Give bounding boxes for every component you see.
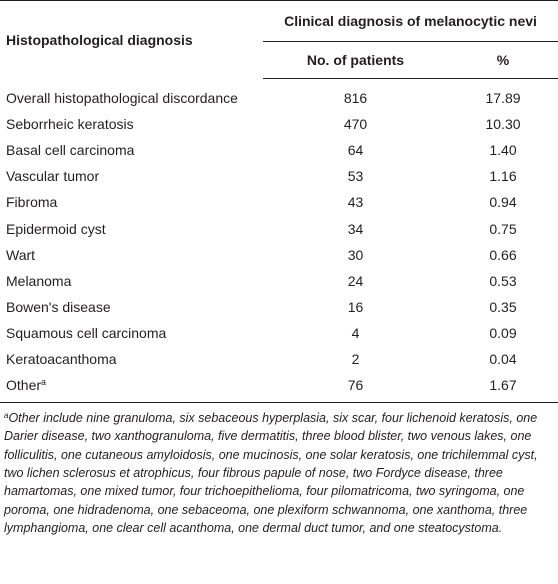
row-diagnosis-label: Squamous cell carcinoma [6, 324, 167, 341]
row-diagnosis-cell: Othera [0, 372, 263, 404]
row-percentage: 1.16 [489, 168, 517, 185]
table-row: Squamous cell carcinoma 4 0.09 [0, 320, 558, 346]
table-header: Histopathological diagnosis Clinical dia… [0, 0, 558, 79]
row-patient-count: 76 [263, 372, 448, 404]
row-percentage: 0.94 [489, 194, 517, 211]
row-diagnosis-label: Fibroma [6, 194, 58, 211]
row-diagnosis-cell: Melanoma [0, 268, 263, 294]
footnote-marker: a [4, 411, 9, 421]
row-diagnosis-label: Epidermoid cyst [6, 220, 106, 237]
table-row: Wart 30 0.66 [0, 242, 558, 268]
row-patient-count: 64 [347, 142, 364, 159]
row-diagnosis-label: Vascular tumor [6, 168, 100, 185]
table-footnote: aOther include nine granuloma, six sebac… [0, 403, 558, 537]
table-row: Keratoacanthoma 2 0.04 [0, 346, 558, 372]
header-no-of-patients: No. of patients [263, 41, 448, 79]
row-percentage: 1.67 [448, 372, 558, 404]
header-histopathological-diagnosis: Histopathological diagnosis [0, 0, 263, 79]
row-patient-count: 4 [351, 324, 360, 341]
table-row: Overall histopathological discordance 816… [0, 79, 558, 112]
row-patient-count: 16 [347, 298, 364, 315]
row-diagnosis-cell: Keratoacanthoma [0, 346, 263, 372]
row-diagnosis-label: Other [6, 377, 42, 394]
row-percentage: 0.35 [489, 298, 517, 315]
row-diagnosis-cell: Squamous cell carcinoma [0, 320, 263, 346]
table-row: Vascular tumor 53 1.16 [0, 163, 558, 189]
row-percentage: 0.75 [489, 220, 517, 237]
row-diagnosis-cell: Basal cell carcinoma [0, 137, 263, 163]
row-diagnosis-label: Keratoacanthoma [6, 350, 117, 367]
footnote-text: Other include nine granuloma, six sebace… [4, 411, 538, 535]
row-diagnosis-label: Overall histopathological discordance [6, 89, 238, 106]
row-diagnosis-label: Seborrheic keratosis [6, 116, 134, 133]
row-footnote-marker: a [41, 377, 47, 388]
table-row: Othera 76 1.67 [0, 372, 558, 404]
row-diagnosis-cell: Overall histopathological discordance [0, 79, 263, 112]
row-diagnosis-cell: Wart [0, 242, 263, 268]
row-percentage: 10.30 [485, 116, 521, 133]
row-patient-count: 24 [347, 272, 364, 289]
row-patient-count: 2 [351, 350, 360, 367]
row-diagnosis-cell: Fibroma [0, 189, 263, 215]
row-percentage: 0.66 [489, 246, 517, 263]
row-diagnosis-cell: Epidermoid cyst [0, 215, 263, 241]
row-patient-count: 470 [343, 116, 368, 133]
row-patient-count: 34 [347, 220, 364, 237]
row-diagnosis-cell: Vascular tumor [0, 163, 263, 189]
header-clinical-diagnosis: Clinical diagnosis of melanocytic nevi [263, 0, 558, 42]
row-diagnosis-label: Wart [6, 246, 36, 263]
row-diagnosis-cell: Seborrheic keratosis [0, 111, 263, 137]
row-diagnosis-label: Melanoma [6, 272, 72, 289]
row-percentage: 1.40 [489, 142, 517, 159]
table-row: Basal cell carcinoma 64 1.40 [0, 137, 558, 163]
row-patient-count: 30 [347, 246, 364, 263]
diagnosis-table: Histopathological diagnosis Clinical dia… [0, 0, 558, 404]
row-patient-count: 43 [347, 194, 364, 211]
table-row: Seborrheic keratosis 470 10.30 [0, 111, 558, 137]
row-patient-count: 53 [347, 168, 364, 185]
header-percent: % [448, 41, 558, 79]
row-percentage: 0.04 [489, 350, 517, 367]
row-percentage: 0.53 [489, 272, 517, 289]
table-row: Melanoma 24 0.53 [0, 268, 558, 294]
row-diagnosis-label: Bowen's disease [6, 298, 111, 315]
table-row: Epidermoid cyst 34 0.75 [0, 215, 558, 241]
table-row: Fibroma 43 0.94 [0, 189, 558, 215]
row-percentage: 17.89 [485, 90, 521, 107]
row-percentage: 0.09 [489, 324, 517, 341]
row-diagnosis-cell: Bowen's disease [0, 294, 263, 320]
table-row: Bowen's disease 16 0.35 [0, 294, 558, 320]
row-patient-count: 816 [343, 90, 368, 107]
row-diagnosis-label: Basal cell carcinoma [6, 142, 135, 159]
table-body: Overall histopathological discordance 816… [0, 79, 558, 404]
